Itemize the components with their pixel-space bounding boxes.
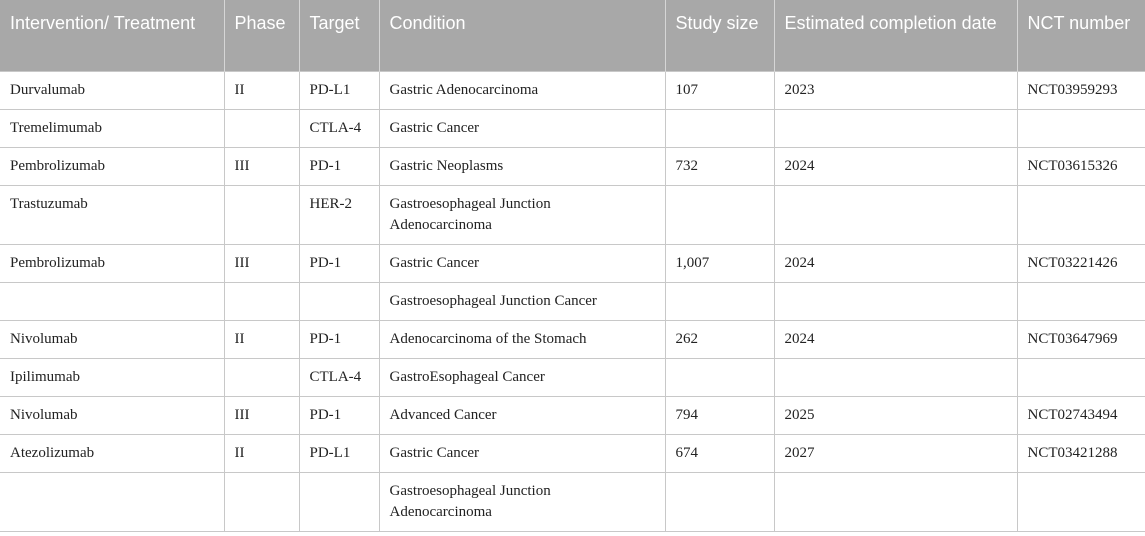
cell-completion-date	[773, 109, 1018, 148]
cell-condition: Advanced Cancer	[378, 396, 666, 435]
cell-completion-date: 2024	[773, 244, 1018, 283]
cell-phase: II	[223, 320, 300, 359]
cell-intervention	[0, 472, 225, 532]
cell-target: PD-1	[298, 320, 380, 359]
cell-completion-date: 2024	[773, 320, 1018, 359]
table-row: Tremelimumab CTLA-4 Gastric Cancer	[0, 109, 1145, 148]
cell-completion-date	[773, 185, 1018, 245]
cell-intervention: Pembrolizumab	[0, 147, 225, 186]
cell-condition: Gastric Neoplasms	[378, 147, 666, 186]
cell-intervention: Atezolizumab	[0, 434, 225, 473]
cell-completion-date: 2027	[773, 434, 1018, 473]
cell-completion-date	[773, 282, 1018, 321]
cell-study-size: 794	[664, 396, 775, 435]
cell-target: PD-1	[298, 396, 380, 435]
cell-condition: Adenocarcinoma of the Stomach	[378, 320, 666, 359]
header-intervention: Intervention/ Treatment	[0, 0, 225, 72]
cell-target: PD-L1	[298, 71, 380, 110]
cell-target	[298, 282, 380, 321]
cell-completion-date: 2024	[773, 147, 1018, 186]
cell-intervention: Pembrolizumab	[0, 244, 225, 283]
table-row: Trastuzumab HER-2 Gastroesophageal Junct…	[0, 185, 1145, 245]
cell-phase	[223, 472, 300, 532]
cell-nct-number	[1016, 358, 1145, 397]
table-row: Pembrolizumab III PD-1 Gastric Neoplasms…	[0, 147, 1145, 186]
header-row: Intervention/ Treatment Phase Target Con…	[0, 0, 1145, 72]
cell-nct-number: NCT02743494	[1016, 396, 1145, 435]
cell-nct-number	[1016, 109, 1145, 148]
cell-completion-date	[773, 358, 1018, 397]
cell-condition: Gastroesophageal Junction Cancer	[378, 282, 666, 321]
cell-study-size: 674	[664, 434, 775, 473]
cell-phase	[223, 185, 300, 245]
cell-condition: Gastric Cancer	[378, 109, 666, 148]
cell-phase	[223, 282, 300, 321]
cell-intervention: Trastuzumab	[0, 185, 225, 245]
cell-nct-number: NCT03221426	[1016, 244, 1145, 283]
cell-study-size: 1,007	[664, 244, 775, 283]
cell-completion-date	[773, 472, 1018, 532]
cell-target: HER-2	[298, 185, 380, 245]
cell-phase: II	[223, 71, 300, 110]
cell-phase	[223, 109, 300, 148]
header-condition: Condition	[379, 0, 666, 72]
cell-intervention	[0, 282, 225, 321]
cell-study-size	[664, 472, 775, 532]
cell-target: PD-1	[298, 147, 380, 186]
cell-study-size: 107	[664, 71, 775, 110]
cell-condition: Gastric Adenocarcinoma	[378, 71, 666, 110]
header-study-size: Study size	[665, 0, 775, 72]
cell-target: CTLA-4	[298, 358, 380, 397]
header-completion-date: Estimated completion date	[774, 0, 1018, 72]
table-row: Gastroesophageal Junction Adenocarcinoma	[0, 472, 1145, 532]
cell-intervention: Tremelimumab	[0, 109, 225, 148]
cell-condition: Gastric Cancer	[378, 244, 666, 283]
cell-intervention: Nivolumab	[0, 396, 225, 435]
cell-nct-number: NCT03959293	[1016, 71, 1145, 110]
cell-target: PD-1	[298, 244, 380, 283]
cell-nct-number: NCT03647969	[1016, 320, 1145, 359]
cell-phase	[223, 358, 300, 397]
cell-target: CTLA-4	[298, 109, 380, 148]
cell-study-size: 732	[664, 147, 775, 186]
cell-completion-date: 2025	[773, 396, 1018, 435]
cell-study-size: 262	[664, 320, 775, 359]
cell-condition: Gastroesophageal Junction Adenocarcinoma	[378, 185, 666, 245]
cell-nct-number	[1016, 185, 1145, 245]
cell-target: PD-L1	[298, 434, 380, 473]
cell-condition: GastroEsophageal Cancer	[378, 358, 666, 397]
cell-nct-number	[1016, 472, 1145, 532]
cell-study-size	[664, 282, 775, 321]
table-row: Pembrolizumab III PD-1 Gastric Cancer 1,…	[0, 244, 1145, 283]
cell-phase: II	[223, 434, 300, 473]
cell-phase: III	[223, 244, 300, 283]
table-row: Atezolizumab II PD-L1 Gastric Cancer 674…	[0, 434, 1145, 473]
header-phase: Phase	[224, 0, 300, 72]
header-nct-number: NCT number	[1017, 0, 1145, 72]
table-row: Ipilimumab CTLA-4 GastroEsophageal Cance…	[0, 358, 1145, 397]
cell-phase: III	[223, 396, 300, 435]
cell-nct-number	[1016, 282, 1145, 321]
cell-target	[298, 472, 380, 532]
cell-intervention: Ipilimumab	[0, 358, 225, 397]
cell-completion-date: 2023	[773, 71, 1018, 110]
cell-condition: Gastroesophageal Junction Adenocarcinoma	[378, 472, 666, 532]
cell-nct-number: NCT03615326	[1016, 147, 1145, 186]
cell-nct-number: NCT03421288	[1016, 434, 1145, 473]
table-row: Gastroesophageal Junction Cancer	[0, 282, 1145, 321]
cell-intervention: Durvalumab	[0, 71, 225, 110]
cell-study-size	[664, 185, 775, 245]
cell-intervention: Nivolumab	[0, 320, 225, 359]
cell-study-size	[664, 358, 775, 397]
table-row: Nivolumab III PD-1 Advanced Cancer 794 2…	[0, 396, 1145, 435]
table-row: Durvalumab II PD-L1 Gastric Adenocarcino…	[0, 71, 1145, 110]
cell-study-size	[664, 109, 775, 148]
cell-phase: III	[223, 147, 300, 186]
cell-condition: Gastric Cancer	[378, 434, 666, 473]
table-row: Nivolumab II PD-1 Adenocarcinoma of the …	[0, 320, 1145, 359]
header-target: Target	[299, 0, 380, 72]
